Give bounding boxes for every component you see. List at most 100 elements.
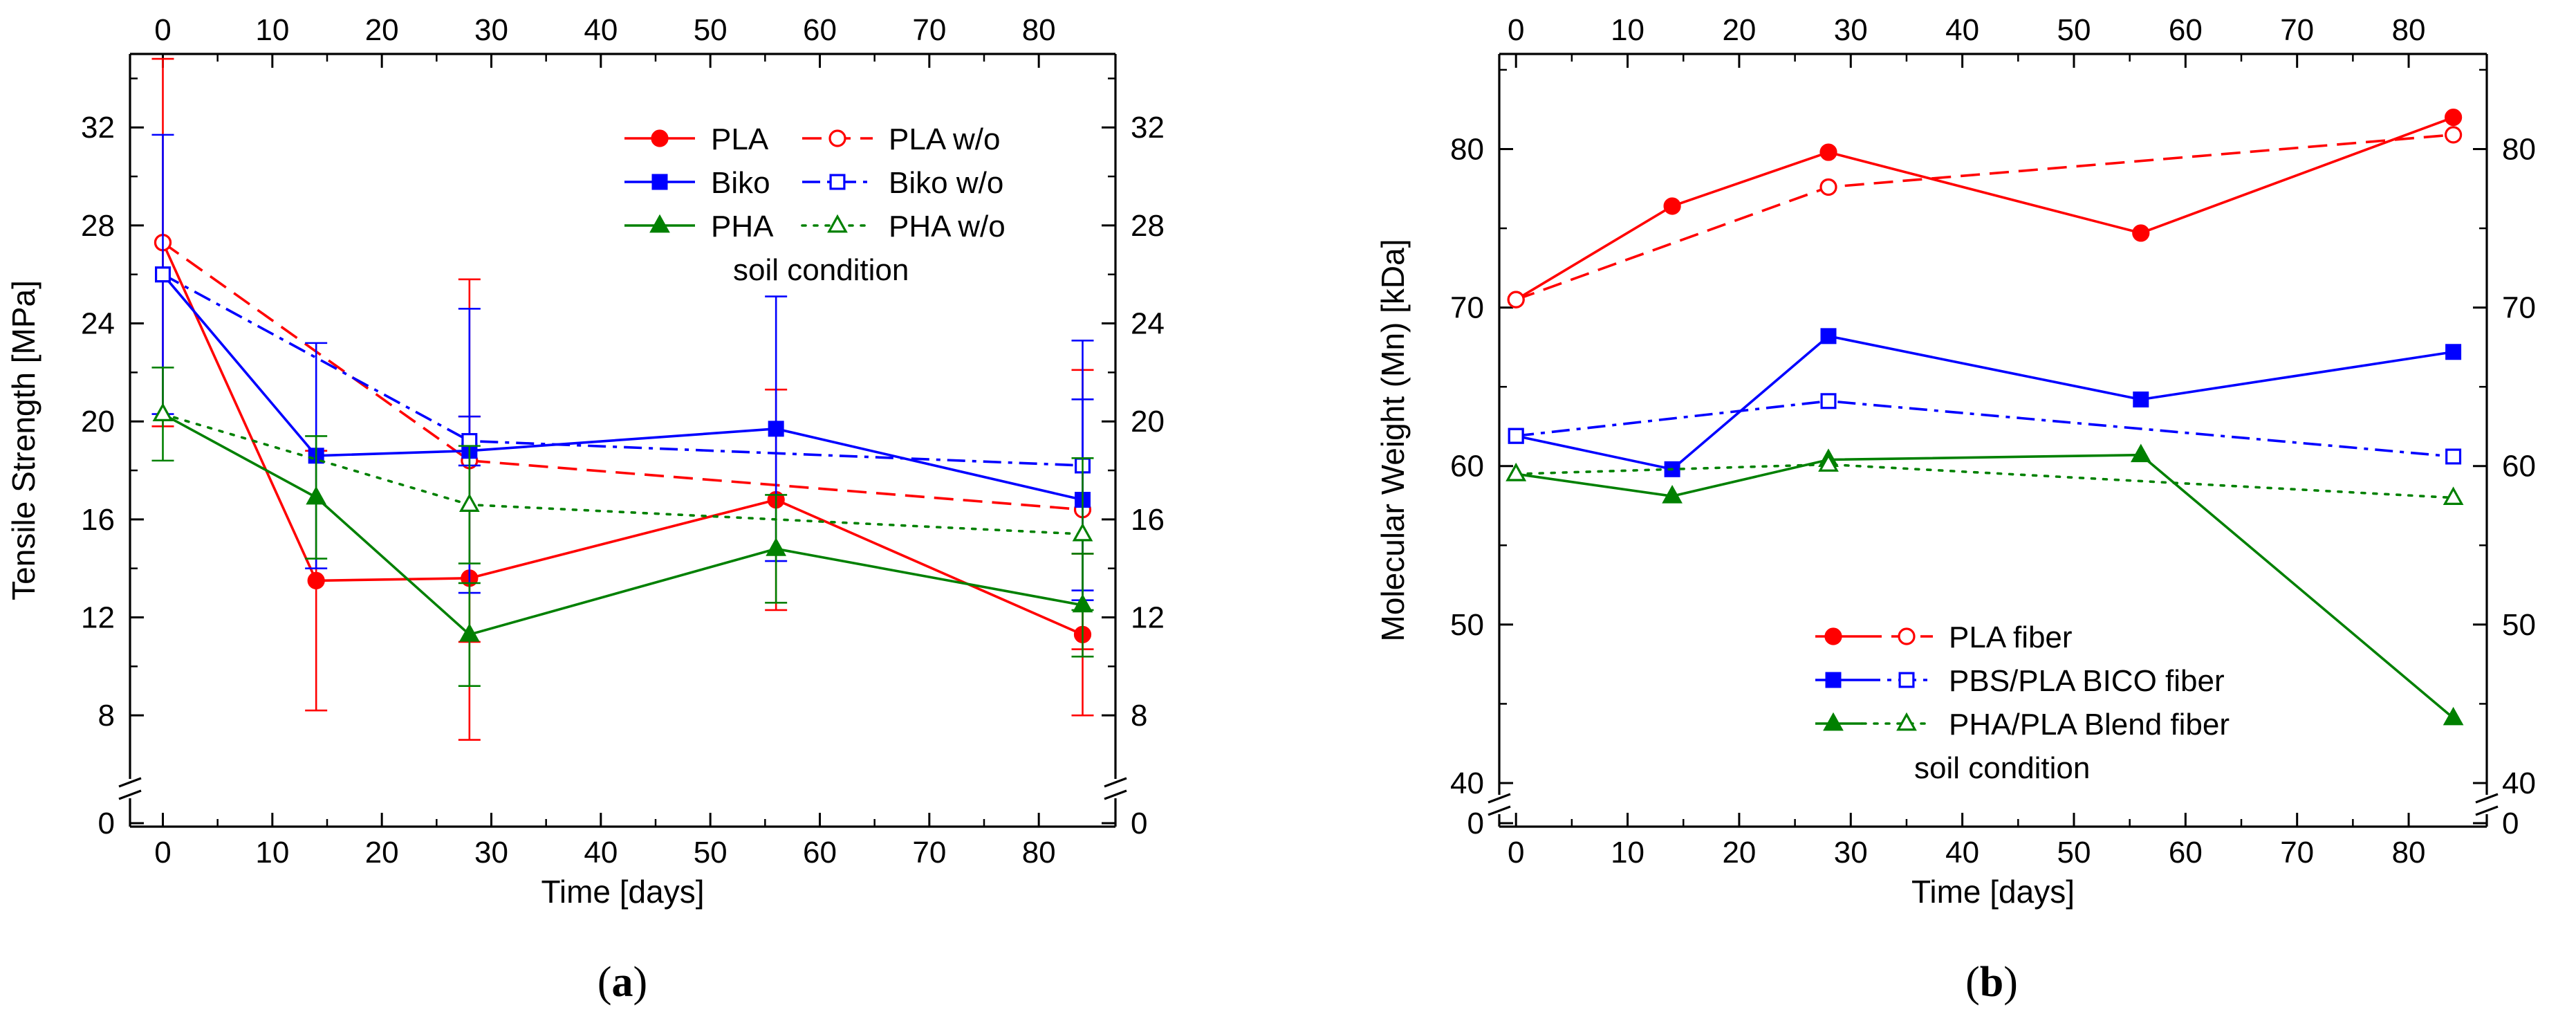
legend-marker-open xyxy=(1896,712,1917,731)
series-pha-w-o xyxy=(152,403,1094,611)
y-tick-label: 60 xyxy=(1450,450,1484,484)
plot-frame xyxy=(1488,53,2499,828)
y-tick-label: 20 xyxy=(81,405,115,439)
y-tick-label-right: 32 xyxy=(1131,111,1165,145)
y-tick-label: 16 xyxy=(81,503,115,537)
y-axis-title: Tensile Strength [MPa] xyxy=(6,280,41,600)
data-point xyxy=(2443,706,2464,726)
data-point xyxy=(458,623,480,642)
legend-marker xyxy=(828,129,846,147)
x-tick-label-top: 30 xyxy=(1834,13,1868,47)
x-tick-label: 80 xyxy=(1022,836,1056,870)
x-tick-label: 60 xyxy=(2169,836,2203,870)
caption-paren-open: ( xyxy=(597,959,612,1006)
y-zero-label: 0 xyxy=(98,807,115,840)
legend-label: PHA/PLA Blend fiber xyxy=(1949,708,2230,742)
data-point xyxy=(1662,485,1683,504)
data-point xyxy=(768,421,784,437)
y-zero-label: 0 xyxy=(1467,807,1484,840)
x-tick-label: 40 xyxy=(584,836,618,870)
data-point xyxy=(1072,522,1093,542)
x-tick-label: 40 xyxy=(1945,836,1979,870)
y-tick-label: 28 xyxy=(81,209,115,243)
y-tick-label: 32 xyxy=(81,111,115,145)
y-tick-label-right: 60 xyxy=(2502,450,2536,484)
caption-a: (a) xyxy=(597,959,647,1006)
legend-marker xyxy=(651,174,668,190)
y-tick-label-right: 12 xyxy=(1131,601,1165,635)
caption-paren-close: ) xyxy=(633,959,648,1006)
legend-label: PHA w/o xyxy=(889,210,1006,243)
x-tick-label-top: 70 xyxy=(912,13,946,47)
x-tick-label: 10 xyxy=(255,836,289,870)
legend-marker-open xyxy=(1898,627,1916,645)
legend-marker-filled xyxy=(1825,672,1842,688)
data-point xyxy=(2444,109,2463,127)
x-tick-label-top: 40 xyxy=(584,13,618,47)
x-tick-label-top: 60 xyxy=(803,13,837,47)
axis-break-mark xyxy=(1104,777,1127,788)
data-point xyxy=(2445,448,2462,465)
x-tick-label: 0 xyxy=(154,836,171,870)
x-tick-label-top: 20 xyxy=(365,13,399,47)
legend-note: soil condition xyxy=(1914,751,2090,785)
y-tick-label-right: 40 xyxy=(2502,766,2536,800)
x-tick-label-top: 20 xyxy=(1722,13,1756,47)
data-point xyxy=(1505,462,1527,481)
series-pla-fiber-w-o- xyxy=(1507,126,2463,309)
x-tick-label-top: 80 xyxy=(1022,13,1056,47)
x-tick-label-top: 0 xyxy=(1508,13,1524,47)
x-ticks: 0 0 10 10 20 20 30 30 40 40 50 50 60 60 70 70 80 80 xyxy=(1508,13,2426,870)
legend-label: PLA w/o xyxy=(889,122,1000,156)
data-point xyxy=(1820,393,1837,410)
data-point xyxy=(307,571,325,589)
legend-label: PHA xyxy=(711,210,774,243)
series-pha-pla-blend-fiber-w-o- xyxy=(1505,453,2464,505)
data-point xyxy=(1820,328,1837,344)
y-tick-label: 80 xyxy=(1450,132,1484,166)
data-point xyxy=(2133,392,2149,408)
x-tick-label: 0 xyxy=(1508,836,1524,870)
data-point xyxy=(1663,197,1681,215)
axis-break-mark xyxy=(2475,805,2499,816)
data-point xyxy=(1508,427,1524,444)
x-tick-label: 50 xyxy=(694,836,728,870)
x-axis-title: Time [days] xyxy=(541,874,704,910)
y-zero-label-right: 0 xyxy=(2502,807,2519,840)
y-tick-label: 8 xyxy=(98,699,115,733)
x-tick-label: 30 xyxy=(1834,836,1868,870)
y-tick-label-right: 20 xyxy=(1131,405,1165,439)
y-ticks: 8 8 12 12 16 16 20 20 24 24 28 28 32 32 0 0 xyxy=(81,77,1165,840)
x-tick-label: 70 xyxy=(2280,836,2314,870)
axis-break-mark xyxy=(1104,789,1127,800)
data-point xyxy=(766,537,787,556)
axis-break-mark xyxy=(1488,805,1511,816)
x-tick-label: 10 xyxy=(1611,836,1644,870)
legend-a: PLA PLA w/o Biko Biko w/o PHA PHA w/o soil con… xyxy=(624,122,1006,287)
caption-paren-open: ( xyxy=(1965,959,1980,1006)
axis-break-mark xyxy=(2475,793,2499,804)
data-point xyxy=(2130,443,2151,463)
axis-break-mark xyxy=(118,789,142,800)
legend-label: PLA xyxy=(711,122,769,156)
x-tick-label-top: 70 xyxy=(2280,13,2314,47)
x-tick-label-top: 0 xyxy=(154,13,171,47)
data-point xyxy=(306,486,327,505)
x-tick-label-top: 60 xyxy=(2169,13,2203,47)
axis-break-mark xyxy=(118,777,142,788)
legend-label: Biko w/o xyxy=(889,166,1003,200)
axis-break-mark xyxy=(1488,793,1511,804)
legend-label: Biko xyxy=(711,166,770,200)
x-tick-label-top: 50 xyxy=(694,13,728,47)
legend-marker xyxy=(649,214,670,233)
x-tick-label: 20 xyxy=(1722,836,1756,870)
data-point xyxy=(2445,344,2462,360)
x-tick-label: 60 xyxy=(803,836,837,870)
y-zero-label-right: 0 xyxy=(1131,807,1147,840)
x-tick-label-top: 50 xyxy=(2057,13,2091,47)
data-point xyxy=(2443,486,2464,505)
data-point xyxy=(1507,291,1525,309)
